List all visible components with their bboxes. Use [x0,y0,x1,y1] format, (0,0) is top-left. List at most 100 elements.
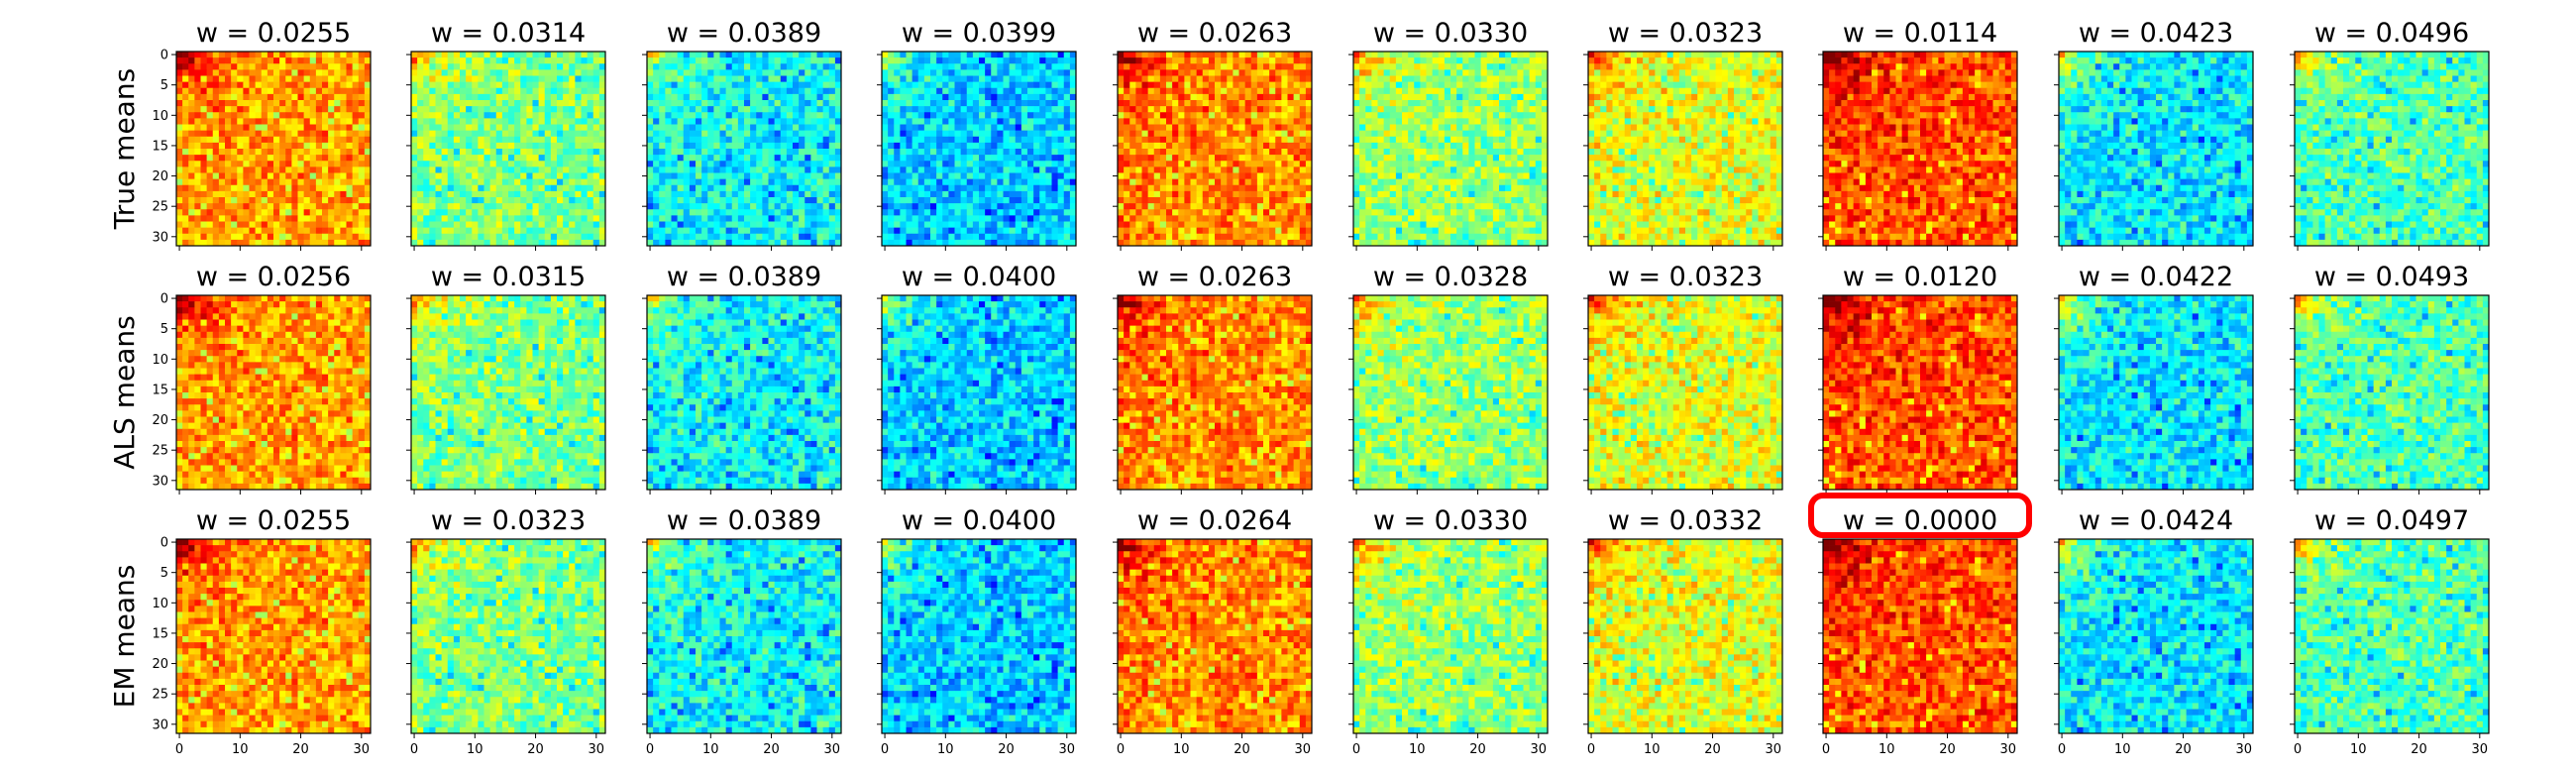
heatmap-cell [799,100,805,106]
heatmap-cell [268,63,273,69]
heatmap-cell [1203,149,1209,155]
heatmap-cell [1045,209,1051,215]
heatmap-cell [793,215,799,221]
heatmap-cell [466,118,472,124]
heatmap-cell [948,106,954,112]
heatmap-cell [1257,69,1263,75]
heatmap-cell [219,185,225,191]
heatmap-cell [672,149,678,155]
heatmap-cell [1039,166,1045,172]
heatmap-cell [194,155,200,161]
heatmap-cell [835,161,841,166]
heatmap-cell [1288,179,1294,185]
heatmap-cell [231,215,237,221]
heatmap-cell [967,149,973,155]
heatmap-cell [1227,155,1233,161]
heatmap-cell [194,118,200,124]
heatmap-cell [442,76,448,82]
heatmap-cell [1288,69,1294,75]
heatmap-cell [520,191,526,197]
heatmap-cell [1197,52,1203,57]
heatmap-cell [478,155,483,161]
heatmap-cell [188,57,194,63]
heatmap-cell [213,161,219,166]
heatmap-cell [484,57,490,63]
heatmap-cell [496,228,502,234]
heatmap-cell [310,149,316,155]
heatmap-cell [1197,94,1203,100]
heatmap-cell [991,222,997,228]
heatmap-cell [225,76,231,82]
heatmap-cell [744,57,750,63]
heatmap-cell [1306,155,1312,161]
heatmap-cell [454,240,460,246]
heatmap-cell [1251,166,1257,172]
heatmap-cell [454,228,460,234]
heatmap-cell [799,228,805,234]
heatmap-cell [575,137,581,143]
heatmap-cell [201,155,207,161]
heatmap-cell [690,100,696,106]
heatmap-cell [1070,94,1076,100]
heatmap-cell [231,94,237,100]
heatmap-cell [1027,52,1033,57]
heatmap-cell [781,215,787,221]
heatmap-cell [1166,203,1172,209]
heatmap-cell [417,57,423,63]
heatmap-cell [1027,240,1033,246]
heatmap-cell [1021,203,1027,209]
heatmap-cell [545,228,551,234]
heatmap-cell [472,215,478,221]
heatmap-cell [653,82,659,88]
heatmap-cell [756,88,762,94]
heatmap-cell [750,137,756,143]
heatmap-cell [334,143,340,149]
heatmap-cell [291,82,297,88]
heatmap-cell [1178,52,1184,57]
heatmap-cell [707,197,713,203]
heatmap-cell [551,88,557,94]
heatmap-cell [726,161,732,166]
heatmap-cell [359,203,365,209]
heatmap-cell [285,234,291,240]
heatmap-cell [256,57,262,63]
heatmap-cell [436,63,442,69]
heatmap-cell [359,173,365,179]
heatmap-cell [243,143,249,149]
heatmap-cell [365,76,371,82]
heatmap-cell [225,222,231,228]
heatmap-cell [496,52,502,57]
heatmap-cell [756,166,762,172]
heatmap-cell [502,234,508,240]
heatmap-cell [900,228,906,234]
heatmap-cell [696,234,701,240]
heatmap-cell [298,69,304,75]
heatmap-cell [1027,197,1033,203]
heatmap-cell [942,149,948,155]
heatmap-cell [285,94,291,100]
heatmap-cell [653,149,659,155]
heatmap-cell [805,155,810,161]
heatmap-cell [539,215,545,221]
heatmap-cell [1221,185,1227,191]
heatmap-cell [285,173,291,179]
heatmap-cell [484,131,490,137]
heatmap-cell [647,94,653,100]
heatmap-cell [298,52,304,57]
heatmap-cell [563,240,569,246]
heatmap-cell [188,215,194,221]
heatmap-cell [678,88,684,94]
heatmap-cell [659,215,665,221]
heatmap-cell [1142,143,1148,149]
heatmap-cell [756,118,762,124]
heatmap-cell [298,88,304,94]
heatmap-cell [1021,112,1027,118]
heatmap-cell [466,94,472,100]
heatmap-cell [787,76,793,82]
heatmap-cell [1064,82,1070,88]
heatmap-cell [460,94,466,100]
heatmap-cell [713,215,719,221]
heatmap-cell [653,209,659,215]
heatmap-cell [1275,161,1281,166]
heatmap-cell [1166,161,1172,166]
